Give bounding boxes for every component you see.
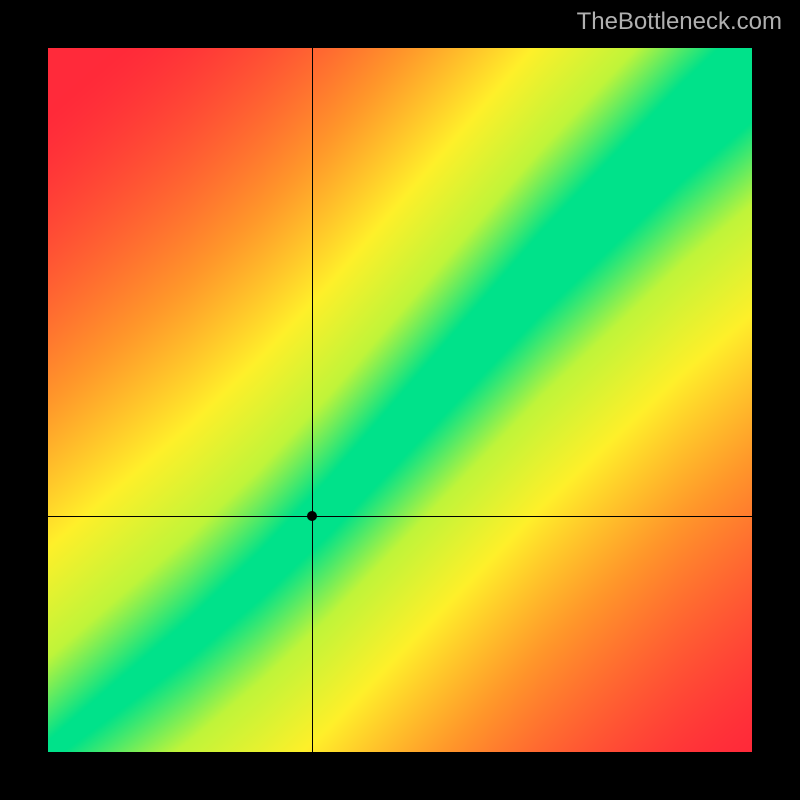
heatmap-canvas — [48, 48, 752, 752]
crosshair-horizontal — [48, 516, 752, 517]
watermark: TheBottleneck.com — [577, 8, 782, 36]
heatmap-chart — [48, 48, 752, 752]
crosshair-vertical — [312, 48, 313, 752]
marker-dot — [307, 511, 317, 521]
